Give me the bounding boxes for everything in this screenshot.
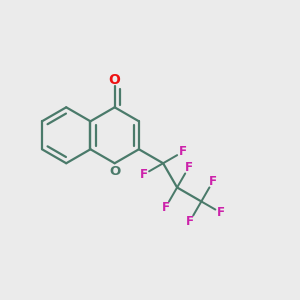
Text: F: F bbox=[179, 146, 187, 158]
Text: F: F bbox=[217, 206, 225, 219]
Text: F: F bbox=[140, 168, 148, 181]
Text: F: F bbox=[186, 214, 194, 228]
Text: F: F bbox=[162, 201, 170, 214]
Text: F: F bbox=[184, 161, 192, 174]
Text: O: O bbox=[109, 165, 120, 178]
Text: O: O bbox=[109, 73, 121, 87]
Text: F: F bbox=[209, 175, 217, 188]
